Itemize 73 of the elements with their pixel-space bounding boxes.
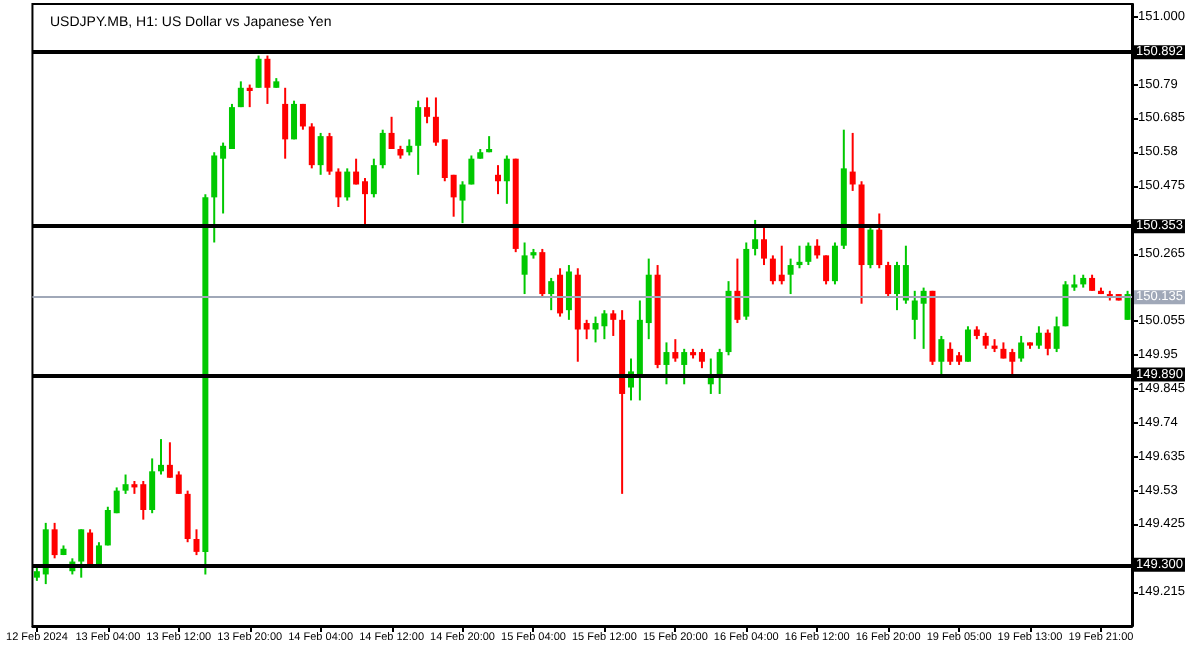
candlestick	[344, 167, 351, 202]
candlestick	[335, 167, 342, 209]
candlestick	[468, 154, 475, 186]
candlestick	[849, 131, 856, 192]
candlestick	[282, 86, 289, 160]
candlestick	[158, 438, 165, 476]
candlestick	[1062, 280, 1069, 328]
candlestick	[539, 247, 546, 299]
candlestick	[557, 267, 564, 318]
candlestick	[1053, 315, 1060, 354]
candlestick	[228, 102, 235, 151]
candlestick	[814, 238, 821, 260]
candlestick	[938, 334, 945, 379]
candlestick	[1124, 289, 1131, 321]
candlestick	[503, 154, 510, 205]
candlestick	[299, 102, 306, 131]
candlestick	[122, 473, 129, 495]
candlestick	[761, 225, 768, 267]
candlestick	[308, 122, 315, 170]
candlestick	[778, 244, 785, 286]
candlestick	[831, 241, 838, 286]
candlestick	[326, 131, 333, 176]
candlestick	[734, 257, 741, 325]
candlestick	[264, 54, 271, 105]
candlestick	[796, 244, 803, 270]
candlestick	[246, 83, 253, 109]
candlestick	[175, 470, 182, 495]
candlestick	[823, 254, 830, 286]
candlestick	[1044, 328, 1051, 357]
candlestick	[361, 177, 368, 228]
candlestick	[87, 528, 94, 566]
candlestick	[42, 521, 49, 586]
candlestick	[184, 489, 191, 544]
candlestick	[964, 325, 971, 363]
candlestick	[415, 99, 422, 176]
candlestick	[521, 241, 528, 296]
candlestick	[548, 276, 555, 312]
candlestick	[78, 528, 85, 579]
candlestick	[237, 80, 244, 109]
candlestick	[370, 157, 377, 199]
candlestick	[1035, 325, 1042, 350]
candlestick	[317, 131, 324, 176]
candlestick	[672, 338, 679, 363]
candlestick	[752, 218, 759, 257]
candlestick	[610, 309, 617, 337]
candlestick	[211, 151, 218, 244]
candlestick	[388, 115, 395, 151]
candlestick	[1018, 334, 1025, 363]
candlestick	[902, 244, 909, 305]
candlestick	[867, 225, 874, 270]
candlestick	[885, 260, 892, 299]
candlestick	[149, 457, 156, 515]
candlestick	[353, 157, 360, 186]
candlestick	[876, 212, 883, 270]
candlestick	[698, 347, 705, 370]
candlestick	[459, 180, 466, 225]
candlestick	[601, 309, 608, 341]
candlestick	[716, 347, 723, 395]
candlestick	[255, 54, 262, 89]
candlestick	[681, 347, 688, 386]
candlestick	[663, 341, 670, 386]
candlestick	[51, 521, 58, 560]
candlestick	[494, 164, 501, 196]
candlestick	[424, 96, 431, 125]
candlestick	[787, 257, 794, 296]
candlestick	[592, 315, 599, 344]
candlestick	[379, 128, 386, 170]
candlestick	[805, 241, 812, 267]
candlestick	[565, 264, 572, 321]
candlestick	[291, 99, 298, 141]
candlestick	[947, 341, 954, 366]
candlestick	[193, 528, 200, 557]
candlestick	[894, 260, 901, 312]
